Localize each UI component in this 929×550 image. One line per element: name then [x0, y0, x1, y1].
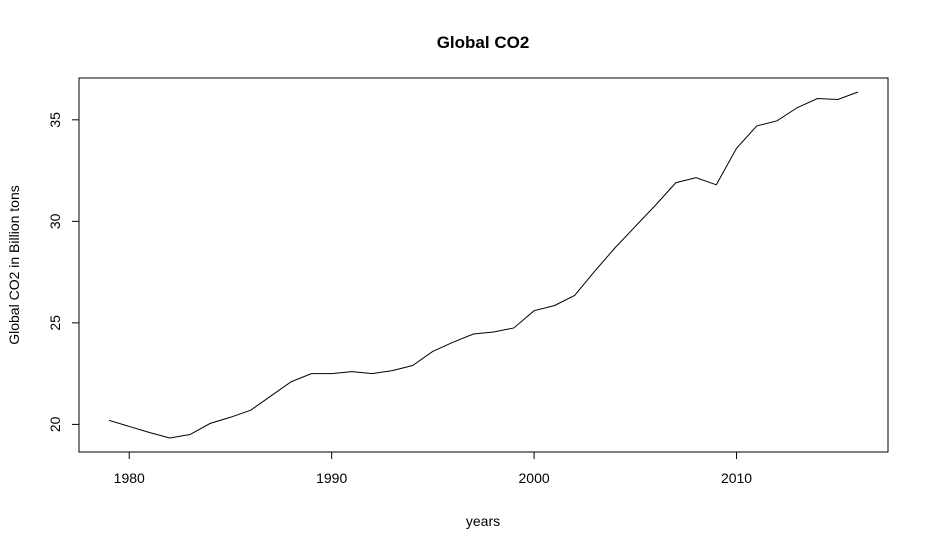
y-tick-label: 20 — [47, 416, 63, 432]
y-tick-label: 25 — [47, 315, 63, 331]
y-axis: 20 25 30 35 — [47, 112, 79, 432]
x-tick-label: 2000 — [519, 470, 550, 486]
x-tick-label: 1990 — [316, 470, 347, 486]
y-tick-label: 35 — [47, 112, 63, 128]
series-line — [108, 91, 859, 439]
x-tick-label: 1980 — [114, 470, 145, 486]
y-axis-label: Global CO2 in Billion tons — [6, 185, 22, 345]
x-tick-label: 2010 — [721, 470, 752, 486]
plot-frame — [78, 77, 889, 453]
y-tick-label: 30 — [47, 213, 63, 229]
chart-title: Global CO2 — [437, 33, 530, 52]
x-axis: 1980 1990 2000 2010 — [114, 452, 752, 486]
x-axis-label: years — [466, 513, 500, 529]
